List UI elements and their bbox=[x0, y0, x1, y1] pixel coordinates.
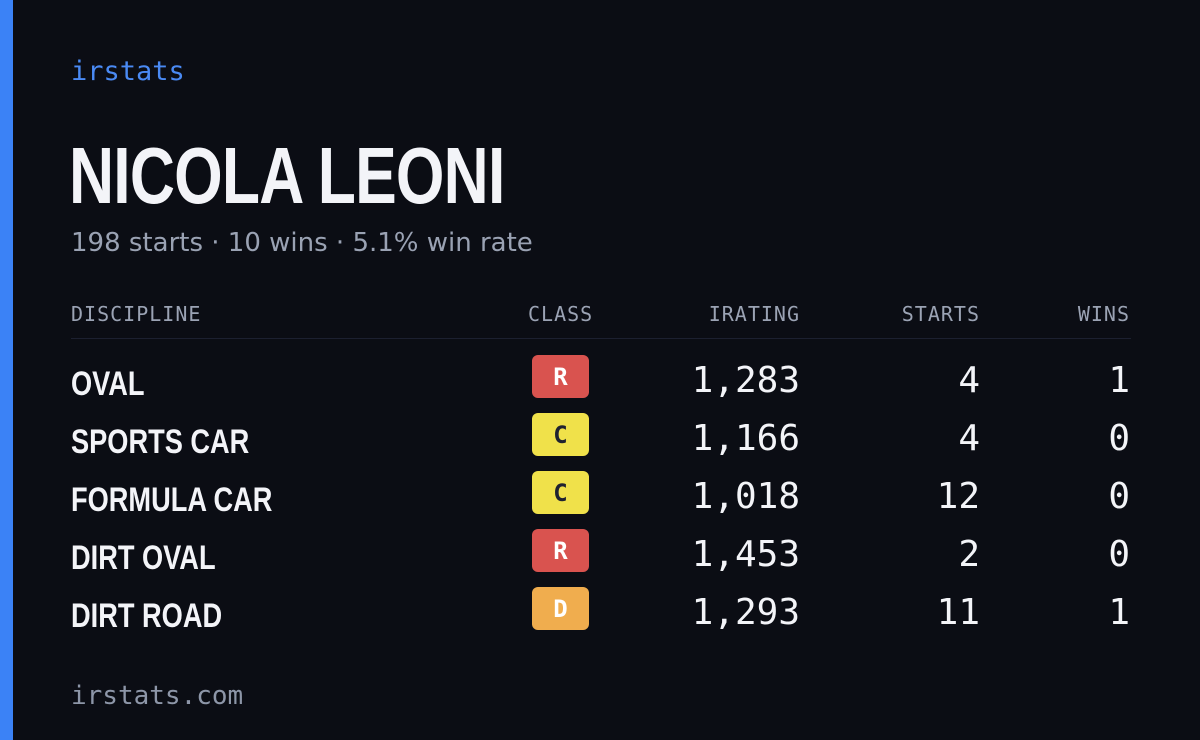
license-class-badge: C bbox=[532, 413, 589, 456]
table-row: OVAL R 1,283 4 1 bbox=[71, 339, 1131, 403]
license-class-badge: C bbox=[532, 471, 589, 514]
player-name: NICOLA LEONI bbox=[69, 131, 505, 220]
wins-value: 1 bbox=[1108, 360, 1130, 401]
footer-domain: irstats.com bbox=[71, 681, 244, 711]
license-class-badge: R bbox=[532, 355, 589, 398]
discipline-name: FORMULA CAR bbox=[71, 481, 273, 519]
table-body: OVAL R 1,283 4 1 SPORTS CAR C 1,166 4 0 … bbox=[71, 339, 1131, 635]
accent-bar bbox=[0, 0, 13, 740]
header-irating: IRATING bbox=[708, 302, 800, 326]
table-row: DIRT ROAD D 1,293 11 1 bbox=[71, 571, 1131, 635]
wins-value: 1 bbox=[1108, 592, 1130, 633]
table-row: DIRT OVAL R 1,453 2 0 bbox=[71, 513, 1131, 577]
starts-value: 2 bbox=[958, 534, 980, 575]
irating-value: 1,166 bbox=[691, 418, 800, 459]
license-class-badge: D bbox=[532, 587, 589, 630]
irating-value: 1,293 bbox=[691, 592, 800, 633]
wins-value: 0 bbox=[1108, 534, 1130, 575]
starts-value: 12 bbox=[936, 476, 980, 517]
starts-value: 4 bbox=[958, 418, 980, 459]
brand-logo-text: irstats bbox=[71, 56, 185, 87]
discipline-name: OVAL bbox=[71, 365, 145, 403]
header-wins: WINS bbox=[1077, 302, 1130, 326]
table-row: FORMULA CAR C 1,018 12 0 bbox=[71, 455, 1131, 519]
table-header: DISCIPLINE CLASS IRATING STARTS WINS bbox=[71, 298, 1131, 339]
table-row: SPORTS CAR C 1,166 4 0 bbox=[71, 397, 1131, 461]
header-starts: STARTS bbox=[901, 302, 980, 326]
player-summary: 198 starts · 10 wins · 5.1% win rate bbox=[71, 228, 533, 258]
irating-value: 1,453 bbox=[691, 534, 800, 575]
wins-value: 0 bbox=[1108, 418, 1130, 459]
header-class: CLASS bbox=[528, 302, 594, 326]
stats-table: DISCIPLINE CLASS IRATING STARTS WINS OVA… bbox=[71, 298, 1131, 635]
license-class-badge: R bbox=[532, 529, 589, 572]
discipline-name: DIRT OVAL bbox=[71, 539, 216, 577]
starts-value: 4 bbox=[958, 360, 980, 401]
starts-value: 11 bbox=[936, 592, 980, 633]
discipline-name: DIRT ROAD bbox=[71, 597, 223, 635]
discipline-name: SPORTS CAR bbox=[71, 423, 250, 461]
wins-value: 0 bbox=[1108, 476, 1130, 517]
irating-value: 1,283 bbox=[691, 360, 800, 401]
header-discipline: DISCIPLINE bbox=[71, 302, 202, 326]
irating-value: 1,018 bbox=[691, 476, 800, 517]
